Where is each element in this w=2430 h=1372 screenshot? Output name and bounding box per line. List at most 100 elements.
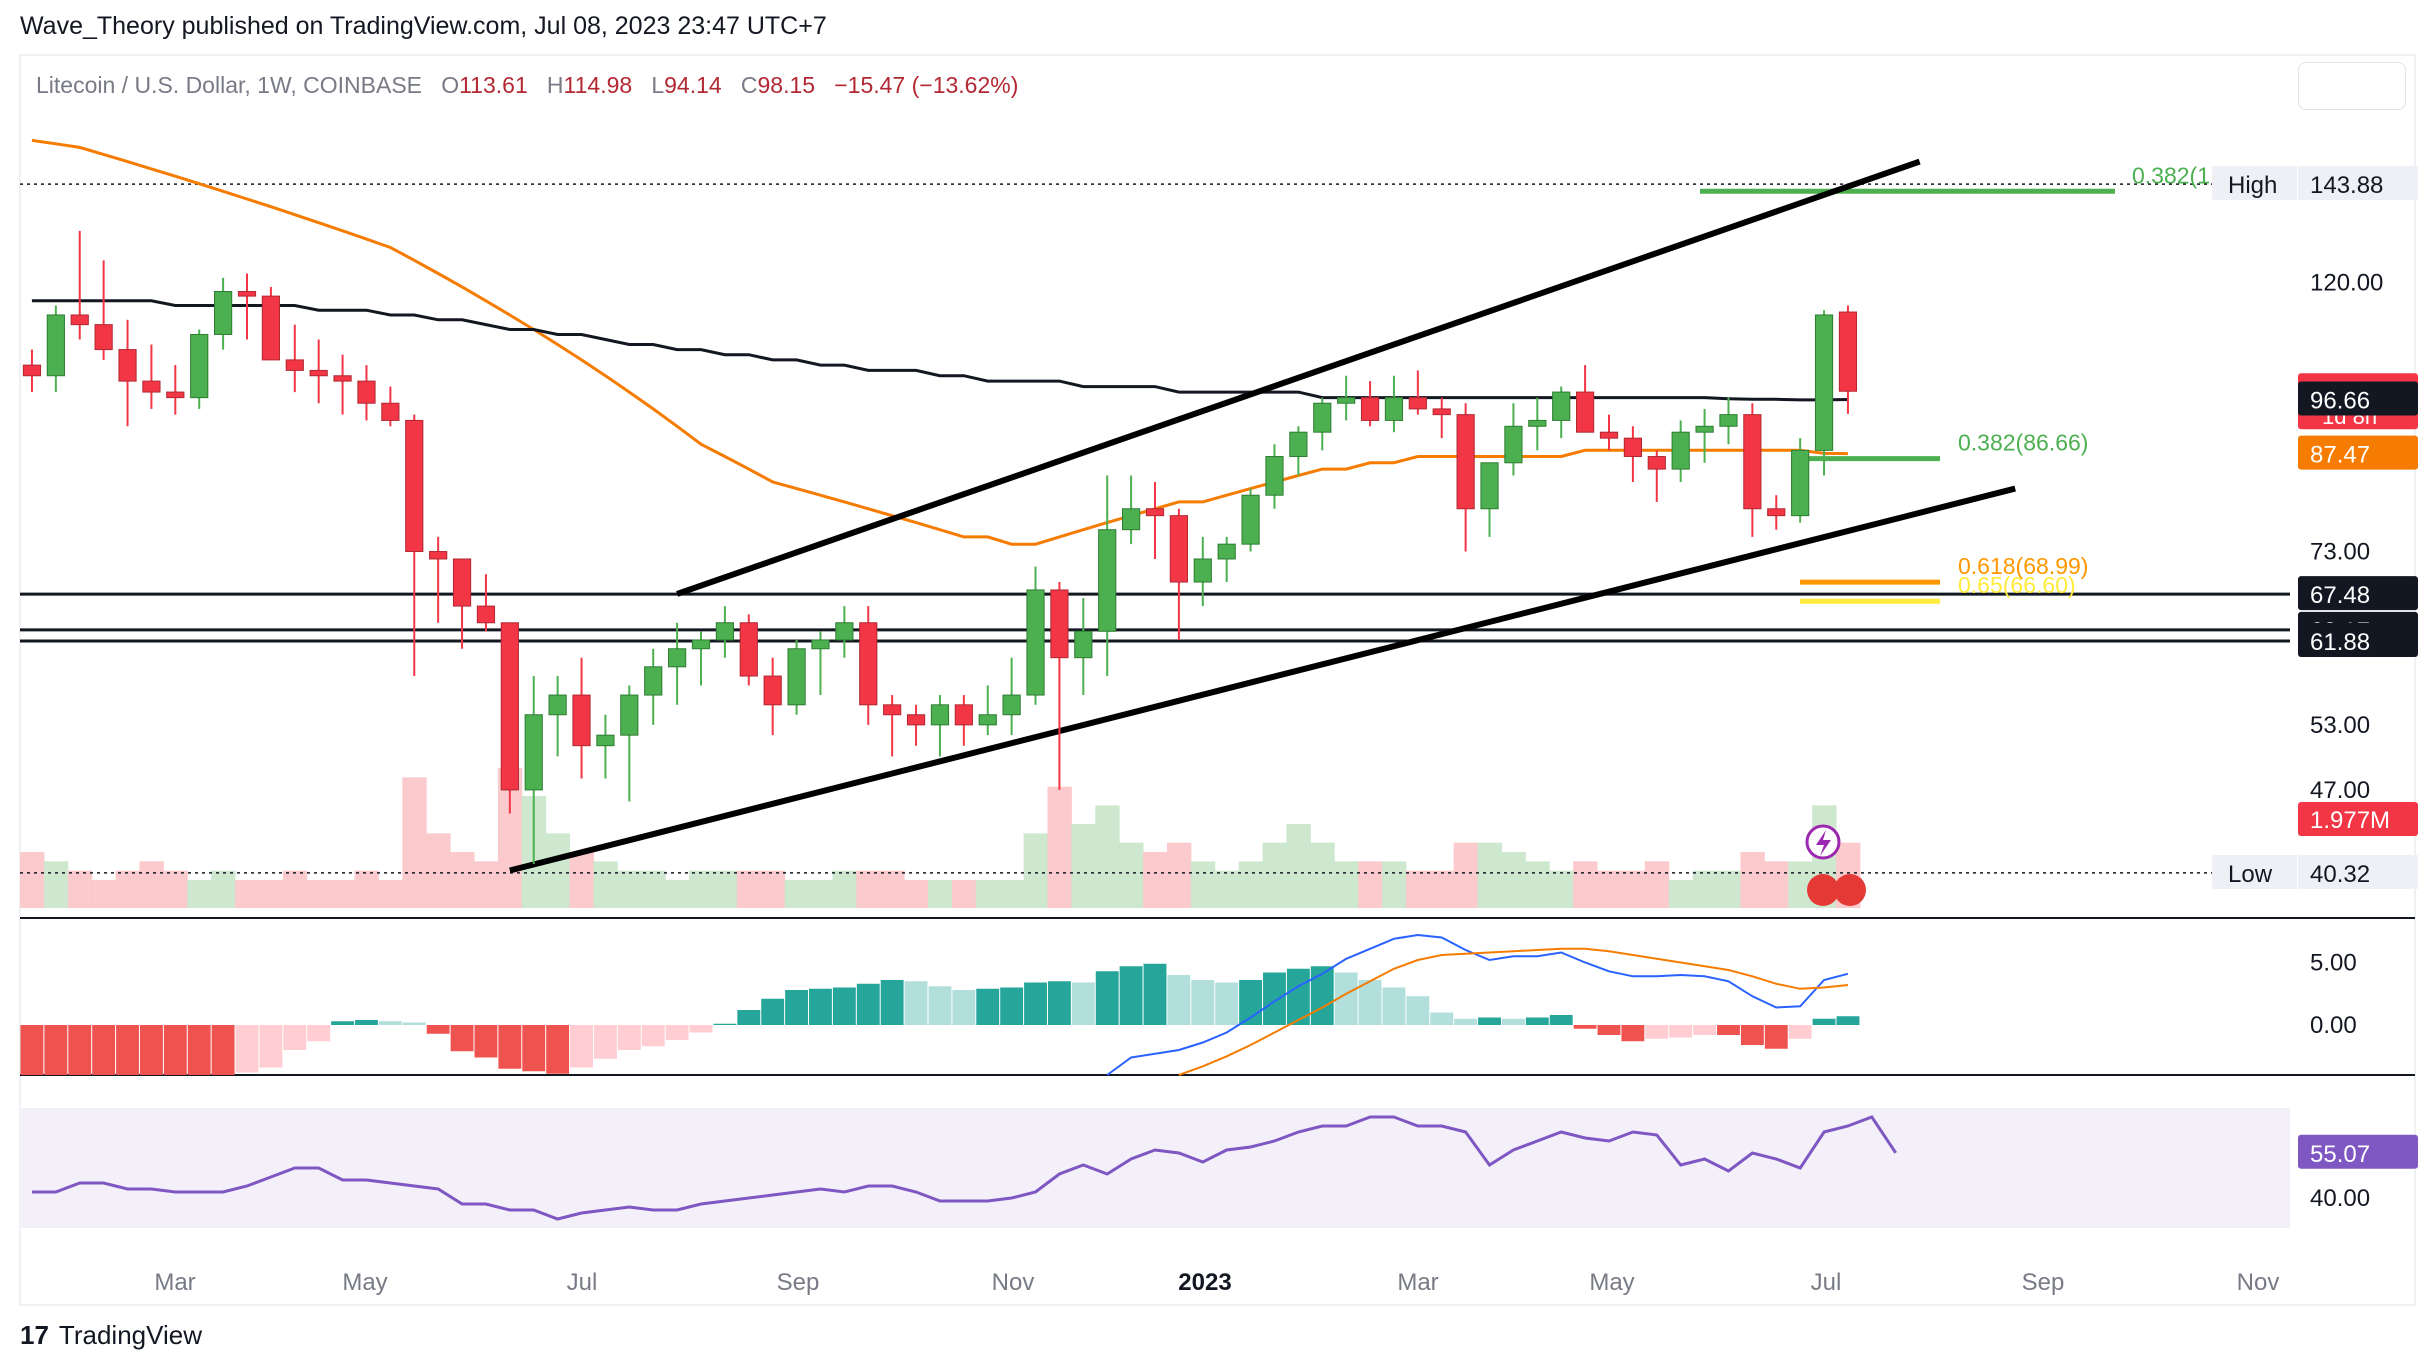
volume-bar (856, 870, 881, 908)
macd-histogram-bar (1597, 1025, 1621, 1035)
volume-bar (712, 870, 738, 908)
macd-histogram-bar (928, 986, 952, 1025)
rsi-band (20, 1108, 2290, 1228)
volume-bar (904, 880, 929, 908)
volume-bar (1382, 861, 1407, 908)
macd-histogram-bar (1119, 966, 1143, 1025)
candle-body (285, 359, 304, 371)
volume-bar (1668, 880, 1694, 908)
candle-body (1002, 694, 1021, 716)
candle-body (1122, 508, 1141, 531)
macd-histogram-bar (1430, 1012, 1454, 1025)
volume-bar (617, 870, 642, 908)
candle-body (644, 666, 663, 696)
candle-body (1169, 515, 1188, 583)
volume-bar (569, 852, 594, 908)
candle-body (22, 364, 42, 377)
candle-body (572, 694, 591, 747)
macd-signal-line (1178, 947, 1849, 1076)
price-axis-tick: 53.00 (2310, 712, 2370, 739)
volume-bar (665, 880, 690, 908)
macd-histogram-bar (1382, 987, 1406, 1025)
candle-body (476, 605, 496, 624)
price-badge-text: 87.47 (2310, 442, 2370, 469)
rsi-badge-text: 55.07 (2310, 1141, 2370, 1168)
high-value: 114.98 (563, 72, 633, 98)
price-axis-tick: 47.00 (2310, 777, 2370, 804)
macd-histogram-bar (785, 990, 809, 1025)
candle-body (1408, 397, 1427, 410)
candle-body (1552, 391, 1571, 421)
tradingview-brand: 17 TradingView (20, 1320, 202, 1351)
level-price-bg (2298, 854, 2418, 889)
candle-body (787, 648, 806, 706)
volume-bar (760, 870, 786, 908)
macd-histogram-bar (92, 1025, 116, 1075)
volume-bar (187, 880, 212, 908)
macd-histogram-bar (1263, 972, 1286, 1025)
volume-bar (951, 880, 977, 908)
macd-histogram-bar (1334, 972, 1358, 1025)
volume-bar (1644, 861, 1670, 908)
volume-bar (1166, 842, 1192, 908)
macd-histogram-bar (1024, 982, 1047, 1025)
candle-body (1838, 311, 1858, 392)
volume-bar (999, 880, 1025, 908)
publish-header: Wave_Theory published on TradingView.com… (20, 12, 827, 40)
chart-settings-button[interactable] (2298, 62, 2406, 110)
candle-body (1791, 449, 1810, 517)
macd-histogram-bar (1310, 966, 1334, 1025)
volume-bar (975, 880, 1001, 908)
macd-histogram-bar (976, 988, 1000, 1025)
macd-histogram-bar (1717, 1025, 1740, 1035)
volume-bar (641, 870, 666, 908)
volume-badge-text: 1.977M (2310, 807, 2390, 834)
time-axis-label: Jul (567, 1269, 598, 1296)
candle-body (1719, 414, 1738, 427)
candle-body (309, 369, 328, 377)
candle-body (620, 694, 639, 736)
volume-bar (1692, 870, 1718, 908)
volume-bar (1023, 833, 1048, 908)
candle-body (94, 324, 113, 351)
candle-body (1074, 630, 1093, 659)
candle-body (1743, 414, 1762, 510)
rsi-line (31, 1115, 1897, 1221)
candle-body (237, 291, 257, 297)
volume-bar (1238, 861, 1264, 908)
macd-histogram-bar (617, 1025, 641, 1050)
macd-histogram-bar (952, 990, 976, 1025)
candle-body (1456, 414, 1475, 510)
volume-bar (402, 777, 427, 908)
macd-histogram-bar (116, 1025, 139, 1075)
volume-bar (1573, 861, 1598, 908)
macd-histogram-bar (1812, 1018, 1836, 1025)
macd-histogram-bar (259, 1025, 283, 1068)
macd-histogram-bar (163, 1025, 187, 1075)
macd-histogram-bar (737, 1010, 761, 1025)
macd-histogram-bar (1836, 1016, 1860, 1025)
macd-histogram-bar (1047, 981, 1071, 1025)
macd-histogram-bar (1071, 982, 1095, 1025)
open-label: O (441, 72, 460, 98)
trend-channel-upper (676, 158, 1921, 597)
candle-body (1767, 508, 1786, 517)
price-badge-text: 67.48 (2310, 582, 2370, 609)
time-axis-label: 2023 (1178, 1269, 1231, 1296)
volume-bar (1477, 842, 1502, 908)
candle-body (1647, 456, 1666, 470)
volume-bar (1501, 852, 1526, 908)
macd-histogram-bar (68, 1025, 92, 1075)
level-price: 143.88 (2310, 172, 2383, 199)
volume-bar (928, 880, 953, 908)
candle-body (715, 622, 734, 641)
candle-body (1695, 425, 1714, 433)
macd-histogram-bar (1573, 1025, 1597, 1029)
candle-body (1528, 419, 1547, 427)
candle-body (524, 714, 543, 791)
candle-body (405, 419, 424, 553)
macd-histogram-bar (1669, 1025, 1693, 1038)
candle-body (930, 704, 950, 726)
